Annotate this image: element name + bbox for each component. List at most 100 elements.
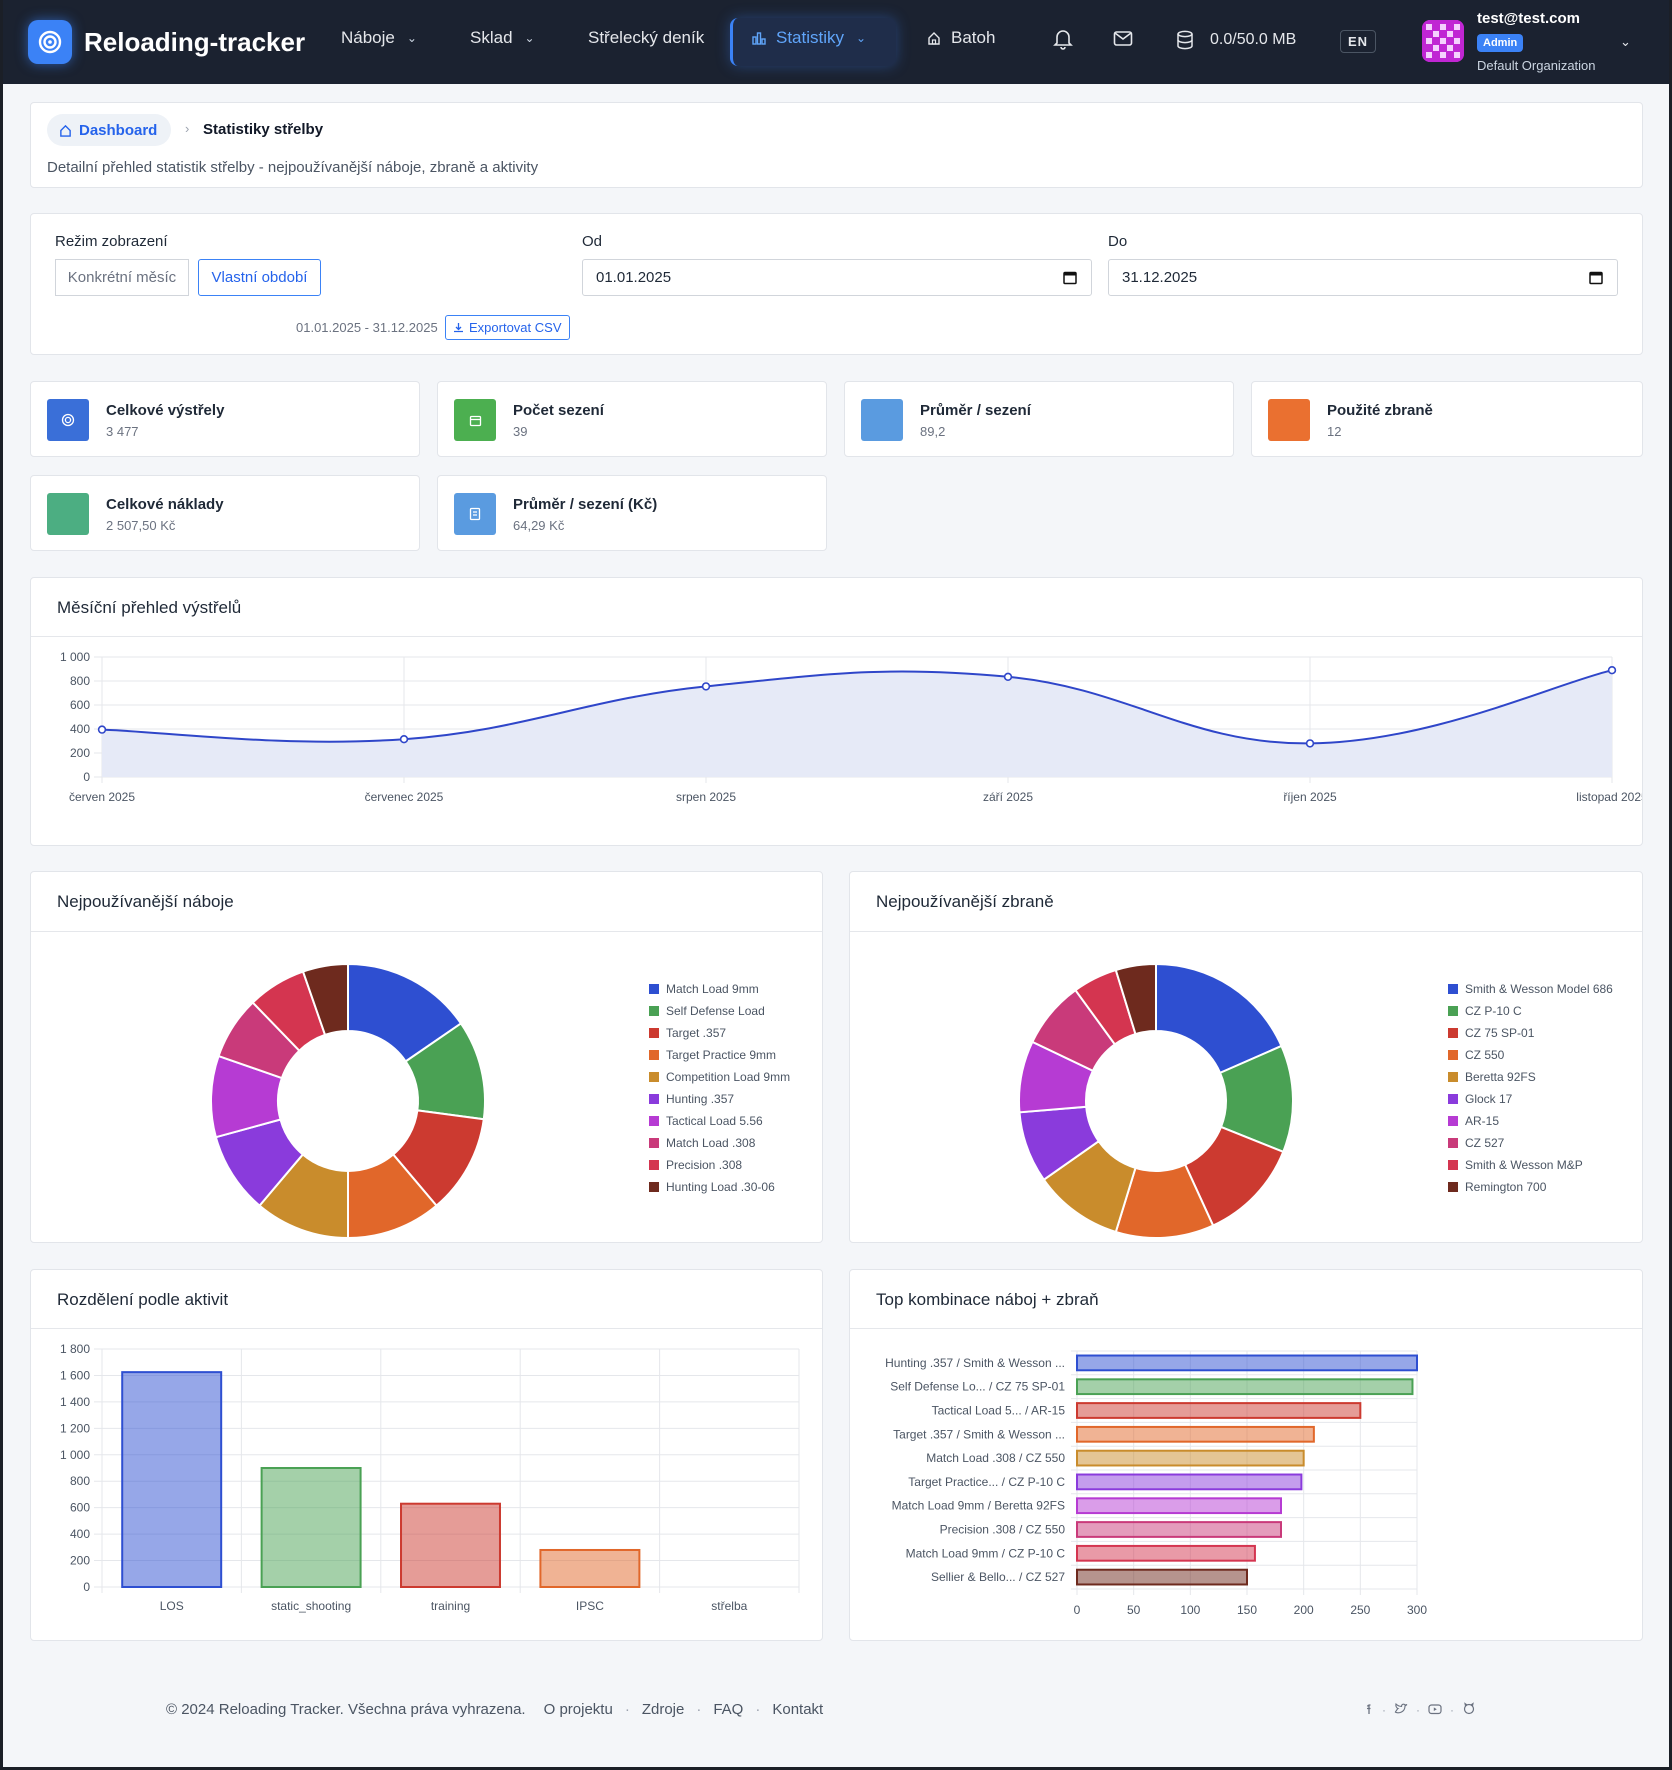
legend-label: Glock 17: [1465, 1092, 1513, 1106]
bar[interactable]: [1076, 1378, 1414, 1396]
calendar-icon[interactable]: [1589, 270, 1603, 289]
legend-item[interactable]: Hunting Load .30-06: [649, 1176, 790, 1198]
bar[interactable]: [539, 1548, 641, 1589]
nav-statistiky[interactable]: Statistiky ⌄: [752, 28, 866, 48]
data-point[interactable]: [1305, 739, 1315, 748]
y-tick-label: Match Load 9mm / Beretta 92FS: [892, 1499, 1065, 1513]
nav-naboje[interactable]: Náboje ⌄: [341, 28, 417, 48]
data-point[interactable]: [701, 682, 711, 691]
bar[interactable]: [1076, 1402, 1362, 1419]
bar[interactable]: [1076, 1473, 1303, 1491]
mode-custom-range[interactable]: Vlastní období: [198, 259, 321, 296]
calendar-icon[interactable]: [1063, 270, 1077, 289]
stat-label: Celkové výstřely: [106, 402, 225, 419]
legend-item[interactable]: AR-15: [1448, 1110, 1613, 1132]
legend-item[interactable]: Target Practice 9mm: [649, 1044, 790, 1066]
footer-link-contact[interactable]: Kontakt: [772, 1701, 824, 1718]
bar[interactable]: [1076, 1544, 1256, 1562]
y-tick-label: 1 000: [60, 1448, 90, 1462]
y-tick-label: Precision .308 / CZ 550: [940, 1523, 1066, 1537]
bar[interactable]: [1076, 1568, 1248, 1586]
legend-item[interactable]: CZ 75 SP-01: [1448, 1022, 1613, 1044]
brand[interactable]: Reloading-tracker: [28, 20, 305, 64]
legend-item[interactable]: Smith & Wesson M&P: [1448, 1154, 1613, 1176]
pie-slice[interactable]: [1155, 962, 1283, 1075]
youtube-icon[interactable]: [1428, 1703, 1442, 1718]
y-tick-label: 800: [70, 1474, 90, 1488]
legend-swatch: [649, 984, 659, 994]
mail-icon[interactable]: [1113, 28, 1133, 55]
footer-link-sources[interactable]: Zdroje: [641, 1701, 685, 1718]
nav-sklad[interactable]: Sklad ⌄: [470, 28, 535, 48]
nav-batoh[interactable]: Batoh: [927, 28, 995, 48]
bar[interactable]: [1076, 1354, 1418, 1372]
separator: ·: [696, 1701, 702, 1718]
legend-item[interactable]: Competition Load 9mm: [649, 1066, 790, 1088]
legend-item[interactable]: Match Load 9mm: [649, 978, 790, 1000]
legend-item[interactable]: Match Load .308: [649, 1132, 790, 1154]
x-tick-label: LOS: [160, 1599, 184, 1613]
chevron-down-icon: ⌄: [524, 31, 535, 45]
y-tick-label: Match Load 9mm / CZ P-10 C: [906, 1546, 1066, 1560]
bar[interactable]: [1076, 1521, 1282, 1538]
legend-item[interactable]: CZ 550: [1448, 1044, 1613, 1066]
range-text: 01.01.2025 - 31.12.2025: [296, 320, 438, 335]
legend-item[interactable]: Remington 700: [1448, 1176, 1613, 1198]
combos-chart-title: Top kombinace náboj + zbraň: [876, 1290, 1099, 1309]
bar[interactable]: [1076, 1497, 1282, 1515]
bar[interactable]: [1076, 1449, 1305, 1467]
data-point[interactable]: [97, 725, 107, 734]
legend-item[interactable]: Self Defense Load: [649, 1000, 790, 1022]
y-tick-label: Hunting .357 / Smith & Wesson ...: [885, 1356, 1065, 1370]
footer-link-faq[interactable]: FAQ: [713, 1701, 744, 1718]
legend-item[interactable]: Glock 17: [1448, 1088, 1613, 1110]
y-tick-label: 200: [70, 746, 90, 760]
avatar[interactable]: [1422, 20, 1464, 62]
github-icon[interactable]: [1462, 1702, 1476, 1718]
from-date-input[interactable]: 01.01.2025: [582, 259, 1092, 296]
legend-item[interactable]: Beretta 92FS: [1448, 1066, 1613, 1088]
breadcrumb-home[interactable]: Dashboard: [47, 114, 172, 146]
home-icon: [927, 31, 941, 45]
combos-chart-card: Top kombinace náboj + zbraň 0 50 100 150 200…: [849, 1269, 1643, 1641]
pie-slice[interactable]: [301, 962, 349, 1037]
bar[interactable]: [400, 1502, 501, 1588]
legend-item[interactable]: CZ P-10 C: [1448, 1000, 1613, 1022]
stat-icon: [47, 493, 89, 535]
chevron-down-icon[interactable]: ⌄: [1620, 34, 1631, 49]
legend-item[interactable]: Precision .308: [649, 1154, 790, 1176]
x-tick-label: 250: [1350, 1603, 1370, 1617]
storage-text: 0.0/50.0 MB: [1210, 31, 1297, 48]
nav-strelecky-denik[interactable]: Střelecký deník: [588, 28, 704, 48]
stat-value: 89,2: [920, 424, 946, 439]
bar[interactable]: [260, 1467, 362, 1588]
bar[interactable]: [1076, 1425, 1315, 1443]
bell-icon[interactable]: [1053, 28, 1073, 55]
legend-label: Competition Load 9mm: [666, 1070, 791, 1084]
y-tick-label: 600: [70, 1501, 90, 1515]
facebook-icon[interactable]: [1362, 1703, 1374, 1718]
data-point[interactable]: [1607, 666, 1617, 675]
nav-statistiky-label: Statistiky: [776, 28, 845, 47]
legend-label: CZ P-10 C: [1465, 1004, 1522, 1018]
legend-item[interactable]: Smith & Wesson Model 686: [1448, 978, 1613, 1000]
mode-specific-month[interactable]: Konkrétní měsíc: [55, 259, 189, 296]
legend-item[interactable]: Target .357: [649, 1022, 790, 1044]
divider: [31, 1328, 822, 1329]
to-date-input[interactable]: 31.12.2025: [1108, 259, 1618, 296]
legend-item[interactable]: Tactical Load 5.56: [649, 1110, 790, 1132]
bar[interactable]: [121, 1371, 223, 1589]
pie-slice[interactable]: [1114, 962, 1157, 1036]
x-tick-label: střelba: [711, 1599, 747, 1613]
footer-link-about[interactable]: O projektu: [543, 1701, 613, 1718]
legend-item[interactable]: CZ 527: [1448, 1132, 1613, 1154]
stat-card-guns-used: Použité zbraně 12: [1251, 381, 1643, 457]
language-switch[interactable]: EN: [1340, 30, 1377, 53]
export-csv-button[interactable]: Exportovat CSV: [445, 315, 570, 340]
x-tick-label: červenec 2025: [365, 790, 444, 804]
twitter-icon[interactable]: [1394, 1702, 1408, 1718]
legend-item[interactable]: Hunting .357: [649, 1088, 790, 1110]
data-point[interactable]: [399, 734, 409, 744]
footer: © 2024 Reloading Tracker. Všechna práva …: [166, 1701, 823, 1718]
data-point[interactable]: [1003, 672, 1013, 681]
